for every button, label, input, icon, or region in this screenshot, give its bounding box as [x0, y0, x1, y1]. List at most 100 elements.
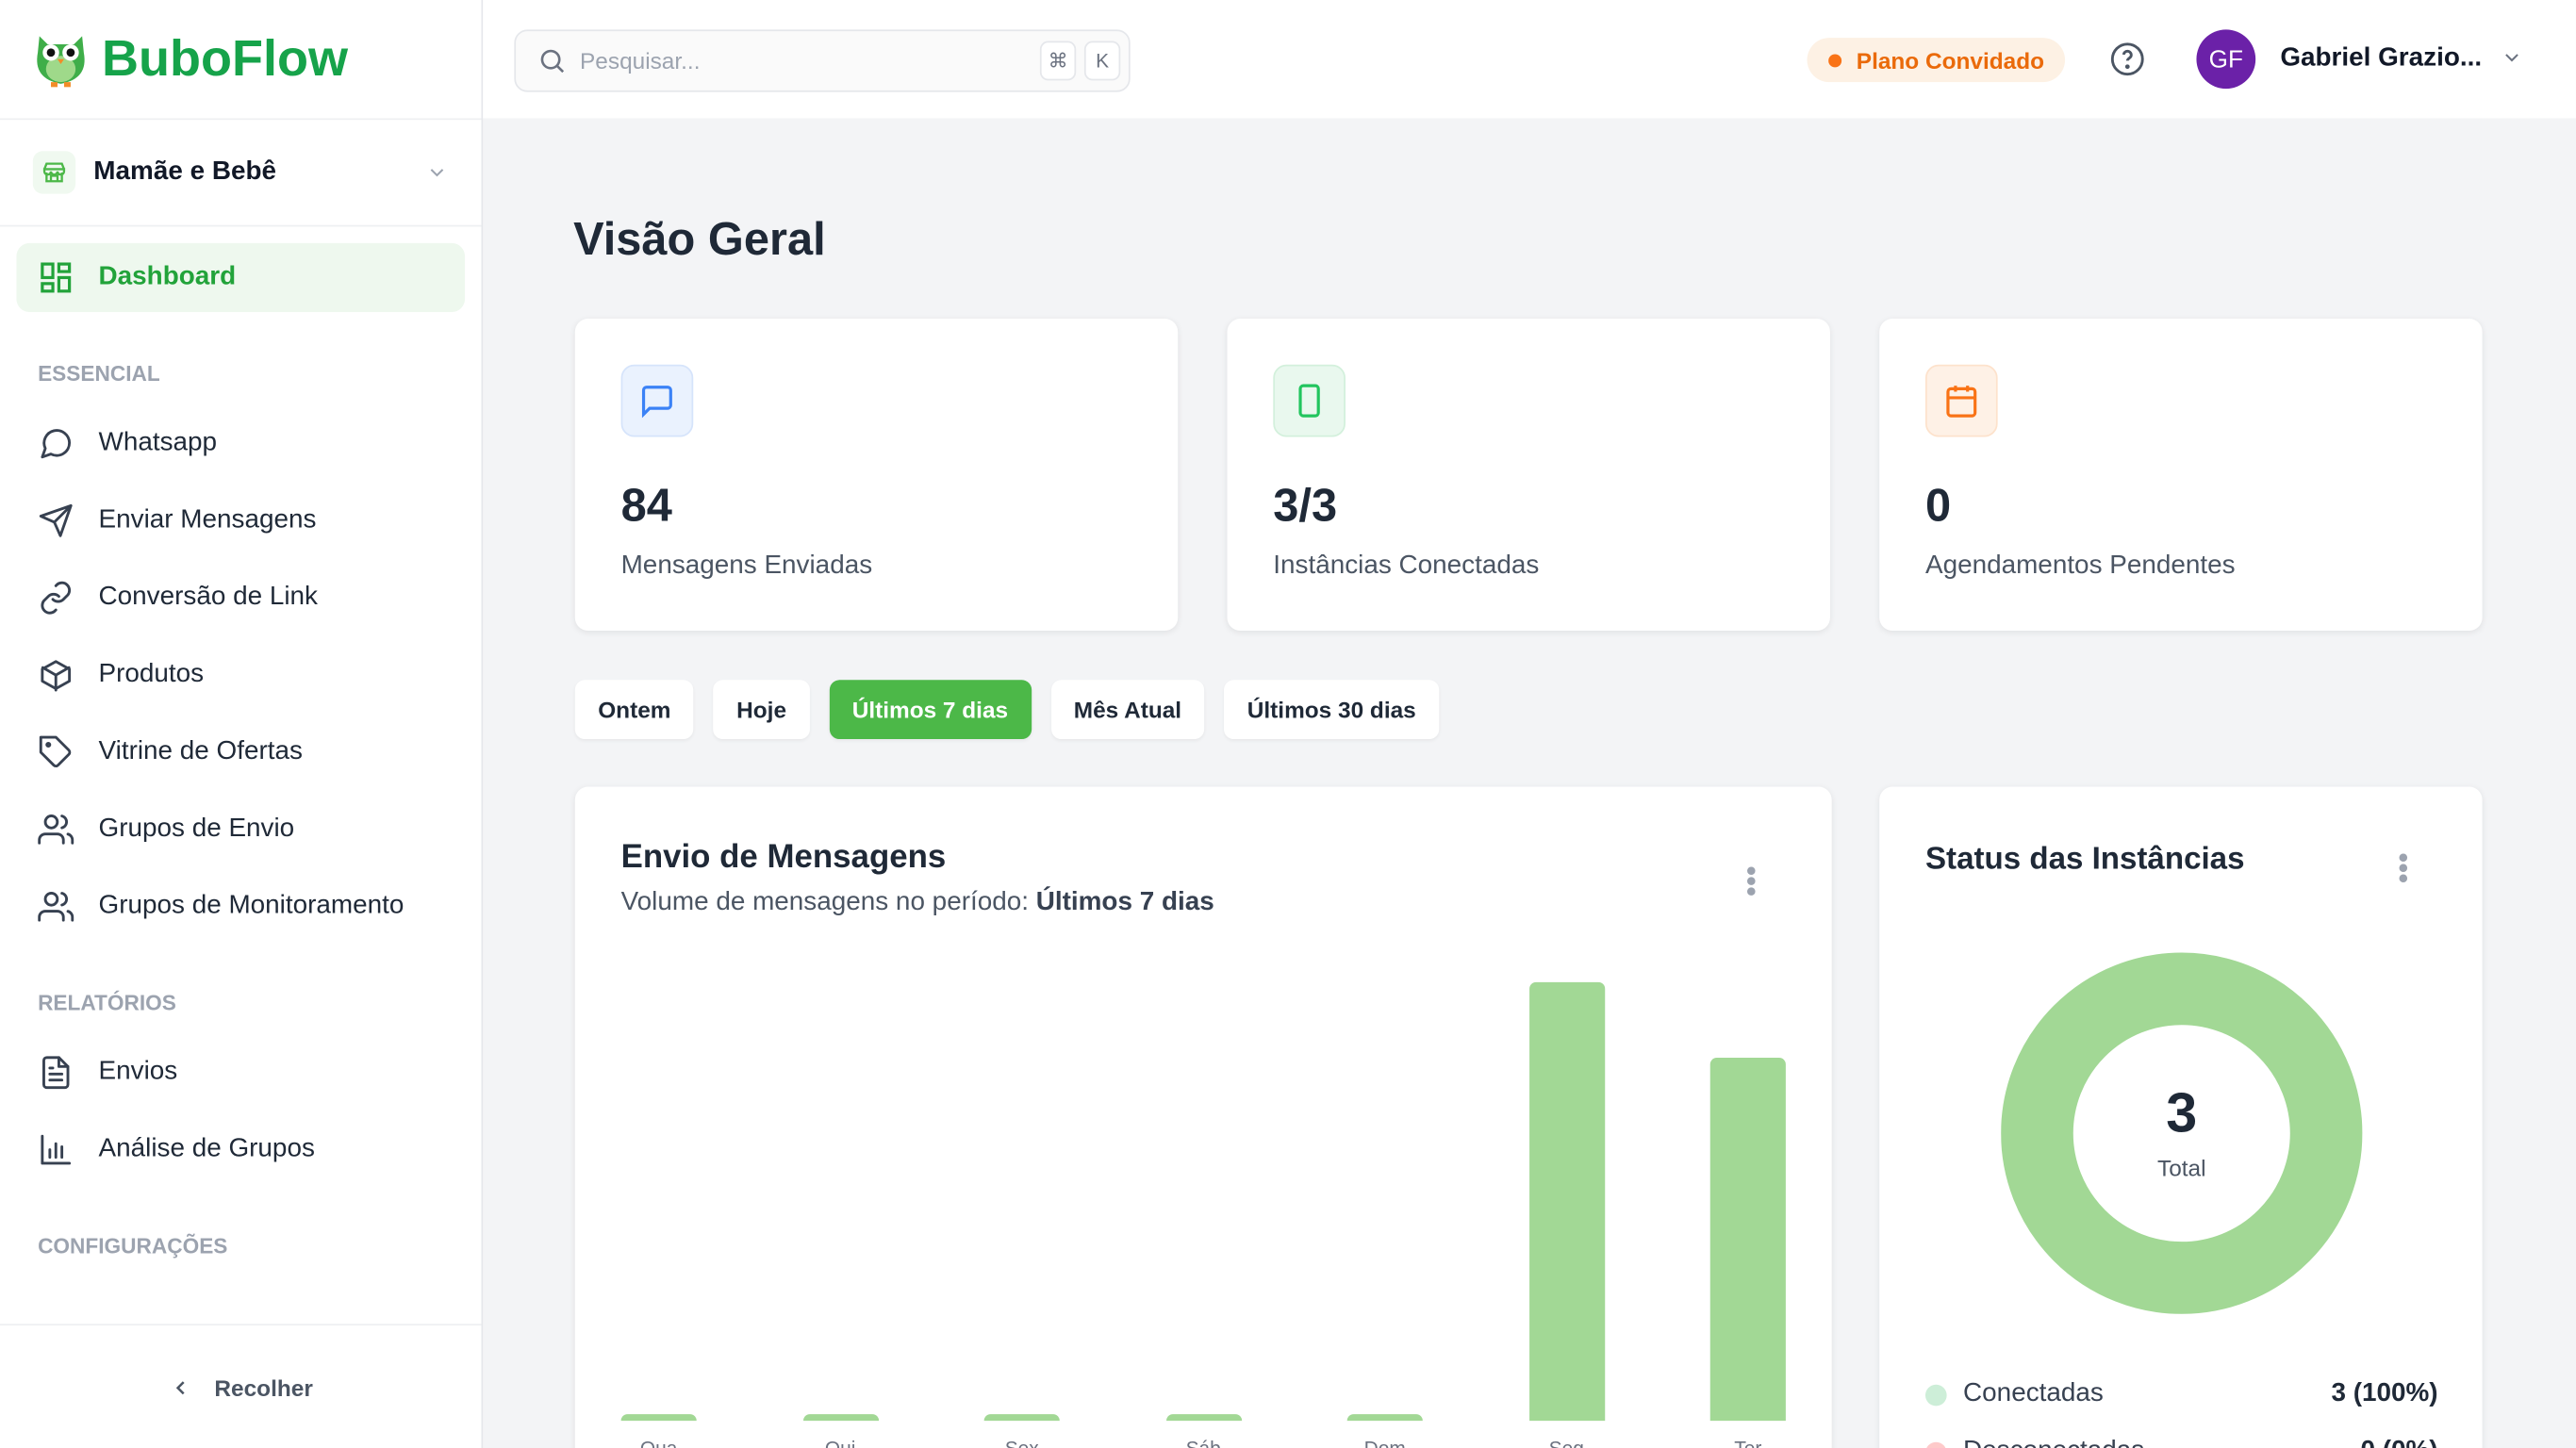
stat-value: 3/3 [1273, 479, 1338, 531]
store-selector[interactable]: Mamãe e Bebê [0, 120, 482, 227]
bar-chart-icon [41, 1134, 72, 1165]
status-dot [1828, 53, 1842, 67]
messages-chart-card: Envio de Mensagens Volume de mensagens n… [574, 786, 1832, 1448]
smartphone-icon [1273, 364, 1346, 437]
sidebar-item-produtos[interactable]: Produtos [16, 640, 465, 709]
users-icon [38, 814, 74, 845]
sidebar-item-label: Vitrine de Ofertas [98, 737, 303, 765]
message-circle-icon [41, 429, 72, 459]
subtitle-text: Volume de mensagens no período: [620, 888, 1029, 917]
legend-value: 0 (0%) [2360, 1438, 2437, 1448]
sidebar-item-grupos-de-monitoramento[interactable]: Grupos de Monitoramento [16, 872, 465, 941]
x-tick-label: Qua [609, 1438, 708, 1448]
chevron-left-icon [174, 1380, 184, 1394]
sidebar-item-vitrine-de-ofertas[interactable]: Vitrine de Ofertas [16, 717, 465, 786]
card-title: Status das Instâncias [1924, 842, 2245, 878]
stat-label: Instâncias Conectadas [1273, 551, 1540, 581]
owl-logo-icon [37, 36, 85, 88]
link-icon [41, 581, 72, 615]
store-name: Mamãe e Bebê [93, 157, 277, 186]
x-tick-label: Sex [972, 1438, 1071, 1448]
help-icon[interactable] [2109, 41, 2145, 77]
status-card: Status das Instâncias ••• 3 Total Conect… [1879, 786, 2483, 1448]
stat-card-messages: 84 Mensagens Enviadas [574, 319, 1179, 632]
sidebar-item-label: Conversão de Link [98, 583, 318, 612]
x-tick-label: Dom [1335, 1438, 1434, 1448]
sidebar-item-conversao-de-link[interactable]: Conversão de Link [16, 564, 465, 633]
message-square-icon [620, 364, 694, 437]
bar-Seg [1528, 981, 1605, 1422]
period-filters: Ontem Hoje Últimos 7 dias Mês Atual Últimos … [574, 680, 1440, 740]
legend-item: Desconectadas0 (0%) [1924, 1438, 2438, 1448]
filter-button[interactable]: Últimos 30 dias [1224, 680, 1440, 740]
legend-label: Conectadas [1963, 1379, 2104, 1408]
tag-icon [39, 735, 72, 768]
bar-Sex [983, 1414, 1060, 1422]
brand-name: BuboFlow [102, 29, 349, 88]
section-heading: RELATÓRIOS [38, 990, 176, 1015]
topbar: Pesquisar... ⌘ K Plano Convidado GF Gabr… [483, 0, 2576, 119]
search-input[interactable]: Pesquisar... ⌘ K [514, 29, 1131, 92]
more-options-icon[interactable]: ••• [2386, 852, 2420, 884]
kbd-cmd: ⌘ [1039, 41, 1077, 81]
bar-Qua [620, 1414, 697, 1422]
layout-grid-icon [41, 262, 72, 293]
user-name[interactable]: Gabriel Grazio... [2280, 44, 2483, 73]
sidebar-item-label: Grupos de Envio [98, 814, 295, 843]
kbd-k: K [1083, 41, 1121, 81]
sidebar-item-label: Enviar Mensagens [98, 505, 317, 535]
collapse-button[interactable]: Recolher [0, 1324, 482, 1448]
plan-label: Plano Convidado [1856, 46, 2045, 74]
chevron-down-icon [430, 169, 444, 177]
stat-value: 0 [1924, 479, 1952, 531]
sidebar-item-label: Envios [98, 1058, 178, 1086]
legend-dot [1924, 1383, 1947, 1406]
sidebar-item-label: Grupos de Monitoramento [98, 892, 405, 920]
avatar[interactable]: GF [2196, 29, 2256, 90]
sidebar-item-label: Whatsapp [98, 428, 218, 457]
search-icon [540, 49, 565, 74]
users-icon [38, 891, 74, 922]
donut-chart [2001, 952, 2363, 1314]
more-options-icon[interactable]: ••• [1734, 865, 1768, 897]
section-heading: ESSENCIAL [38, 361, 160, 387]
sidebar-item-grupos-de-envio[interactable]: Grupos de Envio [16, 795, 465, 864]
x-tick-label: Ter [1699, 1438, 1798, 1448]
sidebar-item-label: Dashboard [98, 262, 237, 291]
card-subtitle: Volume de mensagens no período: Últimos … [621, 889, 1214, 918]
legend-dot [1924, 1440, 1947, 1448]
card-title: Envio de Mensagens [620, 839, 947, 876]
sidebar-item-enviar-mensagens[interactable]: Enviar Mensagens [16, 486, 465, 555]
filter-button[interactable]: Ontem [574, 680, 694, 740]
donut-total-label: Total [2156, 1154, 2206, 1181]
sidebar: BuboFlow Mamãe e Bebê Dashboard ESSENCIA… [0, 0, 484, 1448]
calendar-icon [1924, 364, 1998, 437]
bar-Qui [802, 1414, 879, 1422]
stat-value: 84 [620, 479, 672, 531]
sidebar-item-label: Análise de Grupos [98, 1134, 315, 1163]
stat-card-schedules: 0 Agendamentos Pendentes [1879, 319, 2483, 632]
file-text-icon [42, 1056, 70, 1090]
stat-label: Mensagens Enviadas [620, 551, 873, 581]
filter-button[interactable]: Últimos 7 dias [829, 680, 1032, 740]
sidebar-item-whatsapp[interactable]: Whatsapp [16, 409, 465, 478]
send-icon [39, 503, 73, 537]
page-title: Visão Geral [573, 213, 826, 265]
legend-label: Desconectadas [1963, 1438, 2360, 1448]
plan-badge[interactable]: Plano Convidado [1807, 38, 2066, 83]
logo[interactable]: BuboFlow [0, 0, 482, 121]
sidebar-item-envios[interactable]: Envios [16, 1038, 465, 1107]
collapse-label: Recolher [214, 1374, 313, 1401]
filter-button[interactable]: Hoje [713, 680, 810, 740]
x-tick-label: Qui [791, 1438, 890, 1448]
legend-item: Conectadas 3 (100%) [1924, 1379, 2438, 1409]
donut-total: 3 [2166, 1082, 2198, 1145]
search-placeholder: Pesquisar... [580, 47, 701, 74]
sidebar-item-analise-de-grupos[interactable]: Análise de Grupos [16, 1115, 465, 1184]
chevron-down-icon[interactable] [2501, 46, 2523, 69]
subtitle-period: Últimos 7 dias [1035, 888, 1214, 917]
sidebar-item-dashboard[interactable]: Dashboard [16, 242, 466, 313]
filter-button[interactable]: Mês Atual [1050, 680, 1205, 740]
x-tick-label: Sáb [1154, 1438, 1253, 1448]
stat-card-instances: 3/3 Instâncias Conectadas [1227, 319, 1830, 632]
